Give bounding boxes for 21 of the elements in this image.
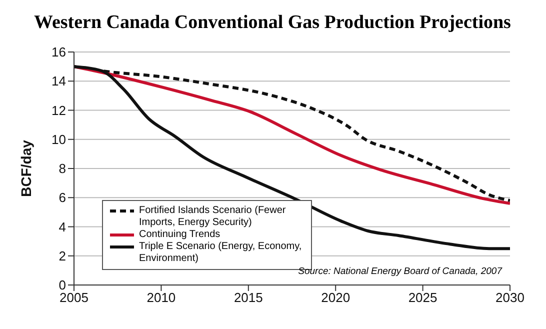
y-tick-label: 0 (58, 278, 66, 293)
x-tick-label: 2015 (234, 290, 263, 306)
x-tick-label: 2020 (321, 290, 350, 306)
y-tick-label: 2 (58, 248, 66, 264)
x-tick-label: 2025 (408, 290, 438, 306)
x-tick-label: 2005 (60, 290, 88, 306)
legend-label: Triple E Scenario (Energy, Economy, Environment) (139, 241, 303, 265)
y-tick-label: 6 (58, 190, 66, 206)
y-tick-label: 12 (52, 102, 66, 118)
legend-label: Fortified Islands Scenario (Fewer Imports, Energy Security) (139, 205, 287, 229)
annotation: Source: National Energy Board of Canada, 2007 (298, 266, 502, 277)
y-tick-label: 14 (52, 74, 66, 89)
y-tick-label: 8 (58, 161, 66, 176)
chart-title: Western Canada Conventional Gas Production Projections (33, 11, 512, 35)
x-tick-label: 2010 (146, 290, 176, 306)
x-tick-label: 2030 (496, 290, 524, 306)
legend-label: Continuing Trends (139, 229, 220, 241)
y-tick-label: 10 (52, 132, 66, 147)
y-tick-label: 16 (52, 44, 66, 60)
y-tick-label: 4 (58, 219, 66, 234)
y-axis-title: BCF/day (18, 140, 34, 197)
